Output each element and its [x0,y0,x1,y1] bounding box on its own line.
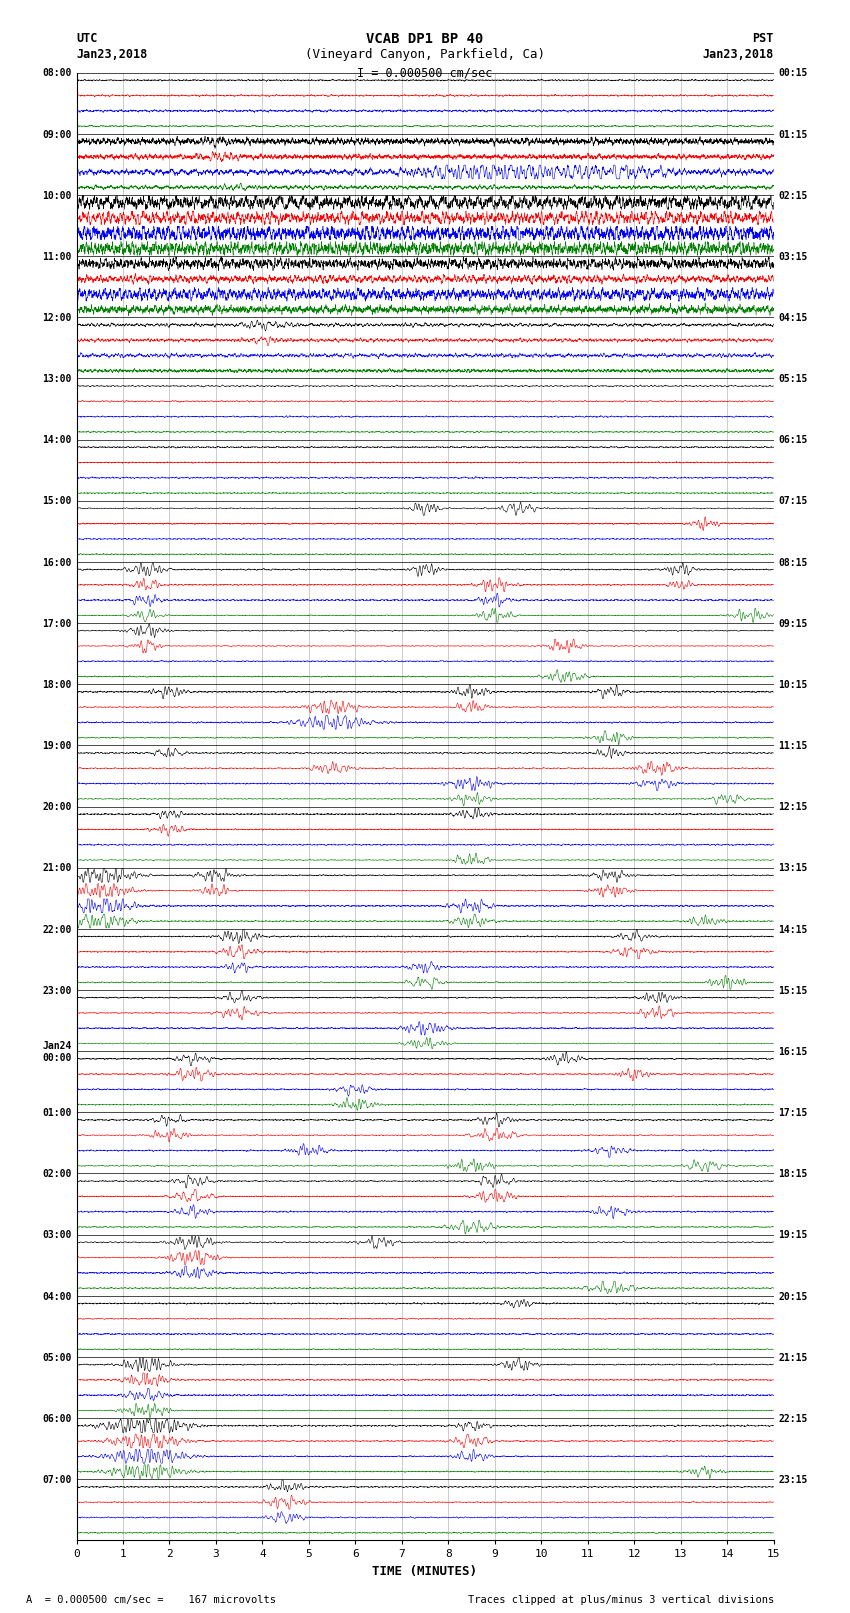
X-axis label: TIME (MINUTES): TIME (MINUTES) [372,1565,478,1578]
Text: (Vineyard Canyon, Parkfield, Ca): (Vineyard Canyon, Parkfield, Ca) [305,48,545,61]
Text: Traces clipped at plus/minus 3 vertical divisions: Traces clipped at plus/minus 3 vertical … [468,1595,774,1605]
Text: Jan23,2018: Jan23,2018 [76,48,148,61]
Text: Jan23,2018: Jan23,2018 [702,48,774,61]
Text: A  = 0.000500 cm/sec =    167 microvolts: A = 0.000500 cm/sec = 167 microvolts [26,1595,275,1605]
Text: VCAB DP1 BP 40: VCAB DP1 BP 40 [366,32,484,47]
Text: I = 0.000500 cm/sec: I = 0.000500 cm/sec [357,66,493,79]
Text: UTC: UTC [76,32,98,45]
Text: PST: PST [752,32,774,45]
